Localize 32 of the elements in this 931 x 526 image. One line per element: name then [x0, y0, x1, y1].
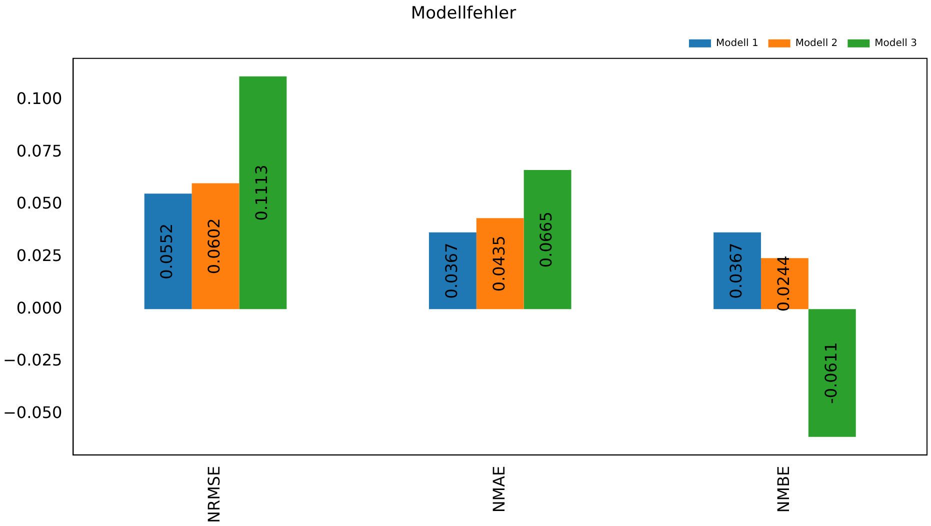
legend-label: Modell 3: [874, 38, 917, 49]
data-label: 0.0665: [536, 212, 556, 268]
data-label: 0.0244: [774, 256, 793, 312]
bar: [808, 309, 856, 437]
bar: [428, 232, 476, 310]
y-tick-label: −0.025: [2, 350, 62, 370]
bar: [714, 232, 761, 310]
x-tick-label: NMAE: [489, 466, 508, 513]
y-tick-label: 0.075: [16, 141, 62, 160]
data-label: 0.0435: [489, 236, 508, 292]
data-label: 0.0602: [204, 218, 224, 274]
data-label: -0.0611: [821, 342, 840, 404]
y-tick-label: 0.100: [16, 89, 62, 108]
bar: [144, 194, 192, 310]
legend-label: Modell 2: [795, 38, 838, 49]
x-tick-label: NMBE: [774, 466, 793, 513]
data-label: 0.0367: [726, 242, 746, 299]
y-tick-label: 0.025: [16, 246, 62, 265]
y-tick-label: 0.000: [16, 298, 62, 318]
bar: [239, 76, 287, 310]
data-label: 0.1113: [252, 164, 272, 221]
x-tick-label: NRMSE: [204, 466, 224, 523]
chart-title: Modellfehler: [410, 4, 516, 24]
bar: [524, 170, 572, 310]
y-tick-label: −0.050: [2, 402, 62, 422]
bar: [192, 183, 240, 310]
bar: [476, 218, 524, 310]
data-label: 0.0552: [157, 223, 176, 280]
y-tick-label: 0.050: [16, 194, 62, 213]
legend-label: Modell 1: [716, 38, 758, 49]
bar: [760, 258, 808, 310]
data-label: 0.0367: [442, 242, 461, 299]
